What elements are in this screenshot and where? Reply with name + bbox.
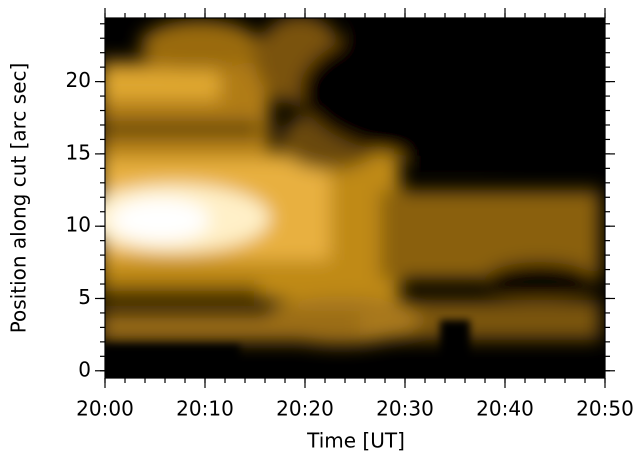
x-tick-label: 20:50 xyxy=(576,397,634,421)
x-axis-label: Time [UT] xyxy=(306,429,405,453)
y-tick-label: 10 xyxy=(66,213,91,237)
x-tick-label: 20:20 xyxy=(276,397,334,421)
x-tick-label: 20:00 xyxy=(76,397,134,421)
plot-frame xyxy=(104,17,606,379)
y-tick-label: 5 xyxy=(78,285,91,309)
x-tick-label: 20:40 xyxy=(476,397,534,421)
y-tick-label: 15 xyxy=(66,140,91,164)
y-tick-label: 20 xyxy=(66,68,91,92)
intensity-image xyxy=(105,18,605,378)
y-tick-label: 0 xyxy=(78,357,91,381)
y-axis-label: Position along cut [arc sec] xyxy=(7,63,31,334)
x-tick-label: 20:10 xyxy=(176,397,234,421)
x-tick-label: 20:30 xyxy=(376,397,434,421)
